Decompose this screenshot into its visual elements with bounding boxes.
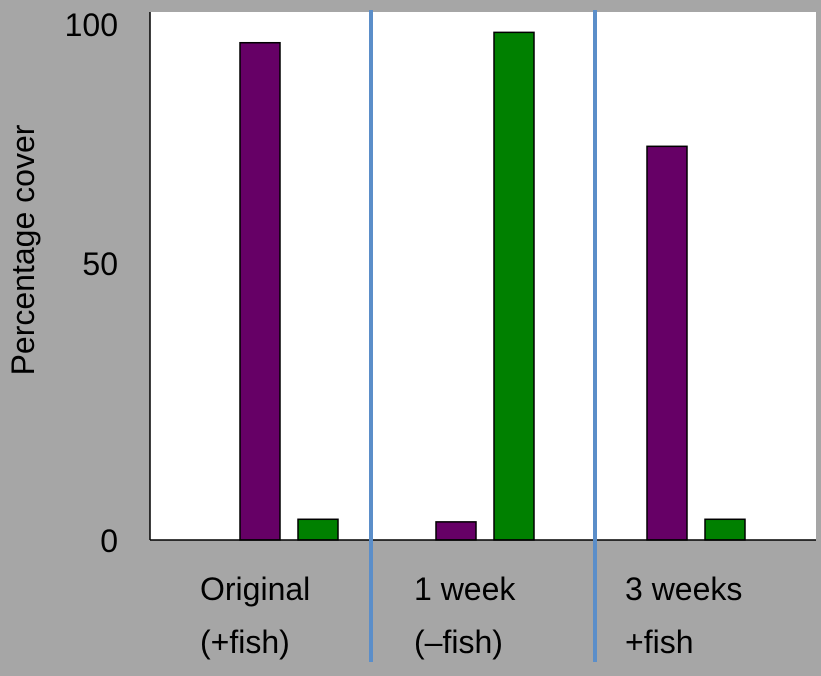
bar-series-2-cat-1 (297, 518, 339, 541)
bar-series-2-cat-2 (493, 31, 535, 541)
x-category-label-line1: 1 week (414, 571, 516, 607)
x-category-label-line1: Original (200, 571, 310, 607)
x-category-label-line1: 3 weeks (625, 571, 742, 607)
bar-series-2-cat-3 (704, 518, 746, 541)
y-axis-label: Percentage cover (5, 124, 41, 375)
bar-series-1-cat-3 (646, 145, 688, 541)
x-category-label-line2: (+fish) (200, 624, 290, 660)
bar-series-1-cat-2 (435, 521, 477, 541)
x-tick-labels: Original (+fish) 1 week (–fish) 3 weeks +fish (200, 571, 742, 660)
group-separators (369, 10, 597, 662)
bar-series-1-cat-1 (239, 41, 281, 541)
bars-layer (239, 31, 746, 541)
y-tick-label: 100 (65, 7, 118, 43)
x-category-label-line2: +fish (625, 624, 693, 660)
y-tick-labels: 0 50 100 (65, 7, 118, 559)
y-tick-label: 50 (82, 246, 118, 282)
y-tick-label: 0 (100, 523, 118, 559)
x-category-label-line2: (–fish) (414, 624, 503, 660)
